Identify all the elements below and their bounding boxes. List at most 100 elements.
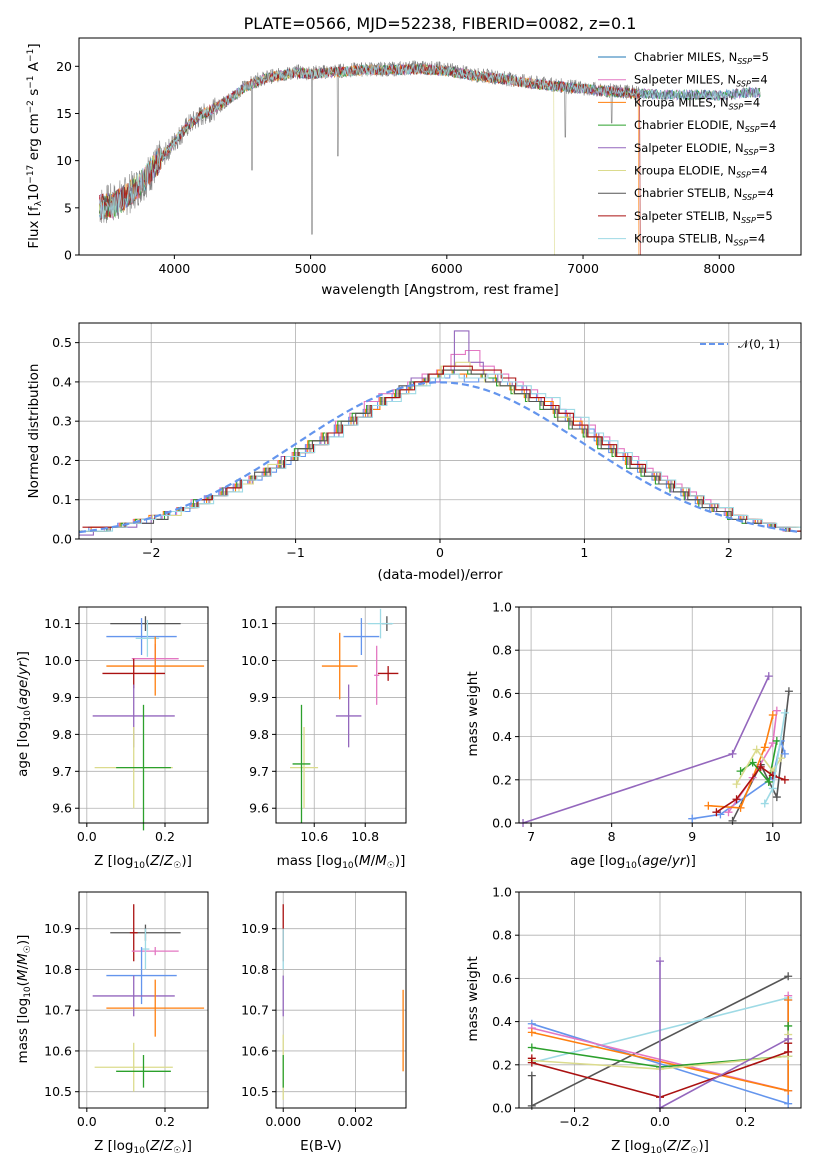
age-z-ytick-label: 9.6 (52, 801, 72, 816)
weight-marker (772, 736, 781, 745)
mass-z-ylabel: mass [log10(M/M☉)] (15, 935, 33, 1064)
weight-marker (752, 745, 761, 754)
spectrum-xtick-label: 8000 (703, 261, 735, 276)
weight-marker (728, 816, 737, 825)
weight-marker (712, 808, 721, 817)
age-mass-ytick-label: 9.6 (249, 801, 269, 816)
weight-marker (732, 795, 741, 804)
mw-z-xtick-label: 0.0 (650, 1114, 670, 1129)
mw-age-xtick-label: 10 (765, 829, 781, 844)
spectrum-ytick-label: 5 (64, 200, 72, 215)
mw-z-xlabel: Z [log10(Z/Z☉)] (611, 1138, 709, 1156)
spectrum-xtick-label: 6000 (431, 261, 463, 276)
model-spectrum-line (99, 63, 761, 220)
residual-ylabel: Normed distribution (26, 364, 42, 499)
residual-histogram-step (82, 365, 801, 532)
residual-xtick-label: 0 (436, 545, 444, 560)
weight-marker (527, 1101, 536, 1110)
age-z-ytick-label: 10.0 (44, 653, 72, 668)
spectrum-xtick-label: 4000 (158, 261, 190, 276)
mw-age-xtick-label: 7 (527, 829, 535, 844)
weight-marker (527, 1043, 536, 1052)
spectrum-panel: PLATE=0566, MJD=52238, FIBERID=0082, z=0… (26, 14, 802, 298)
weight-marker (527, 1058, 536, 1067)
age-z-ytick-label: 9.9 (52, 690, 72, 705)
legend-label: Chabrier ELODIE, NSSP=4 (634, 118, 776, 134)
mass-vs-reddening-panel: 0.000 0.002 10.5 10.6 10.7 10.8 10.9 (241, 891, 407, 1129)
mass-z-ytick-label: 10.5 (44, 1084, 72, 1099)
age-z-xlabel: Z [log10(Z/Z☉)] (94, 853, 192, 871)
mass-ebv-ytick-label: 10.9 (241, 921, 269, 936)
weight-marker (704, 801, 713, 810)
weight-marker (736, 803, 745, 812)
mass-ebv-xlabel: E(B-V) (300, 1138, 342, 1154)
residual-histogram-step (79, 369, 799, 532)
residual-ytick-label: 0.2 (52, 453, 72, 468)
weight-marker (772, 793, 781, 802)
massweight-vs-metallicity-panel: −0.2 0.0 0.2 0.0 0.2 0.4 0.6 0.8 1.0 (492, 885, 802, 1129)
mw-age-ytick-label: 1.0 (492, 600, 512, 615)
weight-marker (772, 706, 781, 715)
spectrum-xtick-label: 5000 (295, 261, 327, 276)
age-z-ytick-label: 9.7 (52, 764, 72, 779)
age-vs-mass-panel: 10.6 10.8 9.6 9.7 9.8 9.9 10.0 10.1 (241, 606, 407, 844)
mw-z-ytick-label: 1.0 (492, 885, 512, 900)
residual-ytick-label: 0.1 (52, 492, 72, 507)
legend-label: Kroupa MILES, NSSP=4 (634, 95, 760, 111)
mw-age-ytick-label: 0.8 (492, 643, 512, 658)
residual-histogram-panel: −2 −1 0 1 2 0.0 0.1 0.2 0.3 0.4 0.5 (data-model)/e… (26, 322, 802, 583)
spectrum-xtick-label: 7000 (567, 261, 599, 276)
mass-z-ytick-label: 10.6 (44, 1043, 72, 1058)
weight-marker (760, 799, 769, 808)
weight-marker (527, 1028, 536, 1037)
age-mass-ytick-label: 9.9 (249, 690, 269, 705)
age-z-ylabel: age [log10(age/yr)] (15, 651, 33, 777)
residual-histogram-step (83, 373, 801, 532)
spectrum-xlabel: wavelength [Angstrom, rest frame] (321, 282, 559, 298)
mw-age-ytick-label: 0.6 (492, 686, 512, 701)
mass-z-xlabel: Z [log10(Z/Z☉)] (94, 1138, 192, 1156)
weight-marker (784, 1047, 793, 1056)
mw-z-ytick-label: 0.8 (492, 928, 512, 943)
weight-marker (764, 672, 773, 681)
mass-vs-metallicity-panel: 0.0 0.2 10.5 10.6 10.7 10.8 10.9 (44, 891, 209, 1129)
weight-marker (716, 810, 725, 819)
mw-z-ytick-label: 0.0 (492, 1101, 512, 1116)
age-mass-xtick-label: 10.8 (351, 829, 379, 844)
weight-marker (756, 762, 765, 771)
residual-legend: 𝒩(0, 1) (700, 337, 780, 351)
spectrum-title: PLATE=0566, MJD=52238, FIBERID=0082, z=0… (244, 14, 637, 33)
age-mass-ytick-label: 10.1 (241, 616, 269, 631)
residual-ytick-label: 0.3 (52, 414, 72, 429)
mw-age-xtick-label: 8 (608, 829, 616, 844)
residual-xtick-label: 1 (580, 545, 588, 560)
spectrum-plot-area (99, 60, 761, 255)
residual-histogram-step (81, 369, 801, 532)
weight-marker (768, 739, 777, 748)
mass-z-xtick-label: 0.2 (155, 1114, 175, 1129)
mw-age-ylabel: mass weight (465, 671, 481, 756)
model-spectrum-line (99, 63, 640, 255)
mass-ebv-ytick-label: 10.6 (241, 1043, 269, 1058)
mass-z-xtick-label: 0.0 (77, 1114, 97, 1129)
age-z-ytick-label: 9.8 (52, 727, 72, 742)
spectrum-legend: Chabrier MILES, NSSP=5 Salpeter MILES, NS… (598, 50, 776, 248)
weight-marker (764, 777, 773, 786)
weight-marker (784, 972, 793, 981)
residual-plot-area (79, 330, 801, 536)
weight-marker (784, 996, 793, 1004)
residual-histogram-step (79, 369, 800, 532)
mass-ebv-ytick-label: 10.8 (241, 962, 269, 977)
weight-marker (784, 687, 793, 696)
age-z-xtick-label: 0.2 (155, 829, 175, 844)
residual-ytick-label: 0.4 (52, 374, 72, 389)
mw-age-ytick-label: 0.0 (492, 816, 512, 831)
mw-z-xtick-label: 0.2 (736, 1114, 756, 1129)
legend-label: Chabrier MILES, NSSP=5 (634, 50, 769, 66)
age-mass-ytick-label: 9.8 (249, 727, 269, 742)
residual-xlabel: (data-model)/error (377, 567, 503, 583)
residual-xtick-label: −1 (286, 545, 304, 560)
residual-xtick-label: 2 (725, 545, 733, 560)
spectrum-ytick-label: 15 (56, 106, 72, 121)
